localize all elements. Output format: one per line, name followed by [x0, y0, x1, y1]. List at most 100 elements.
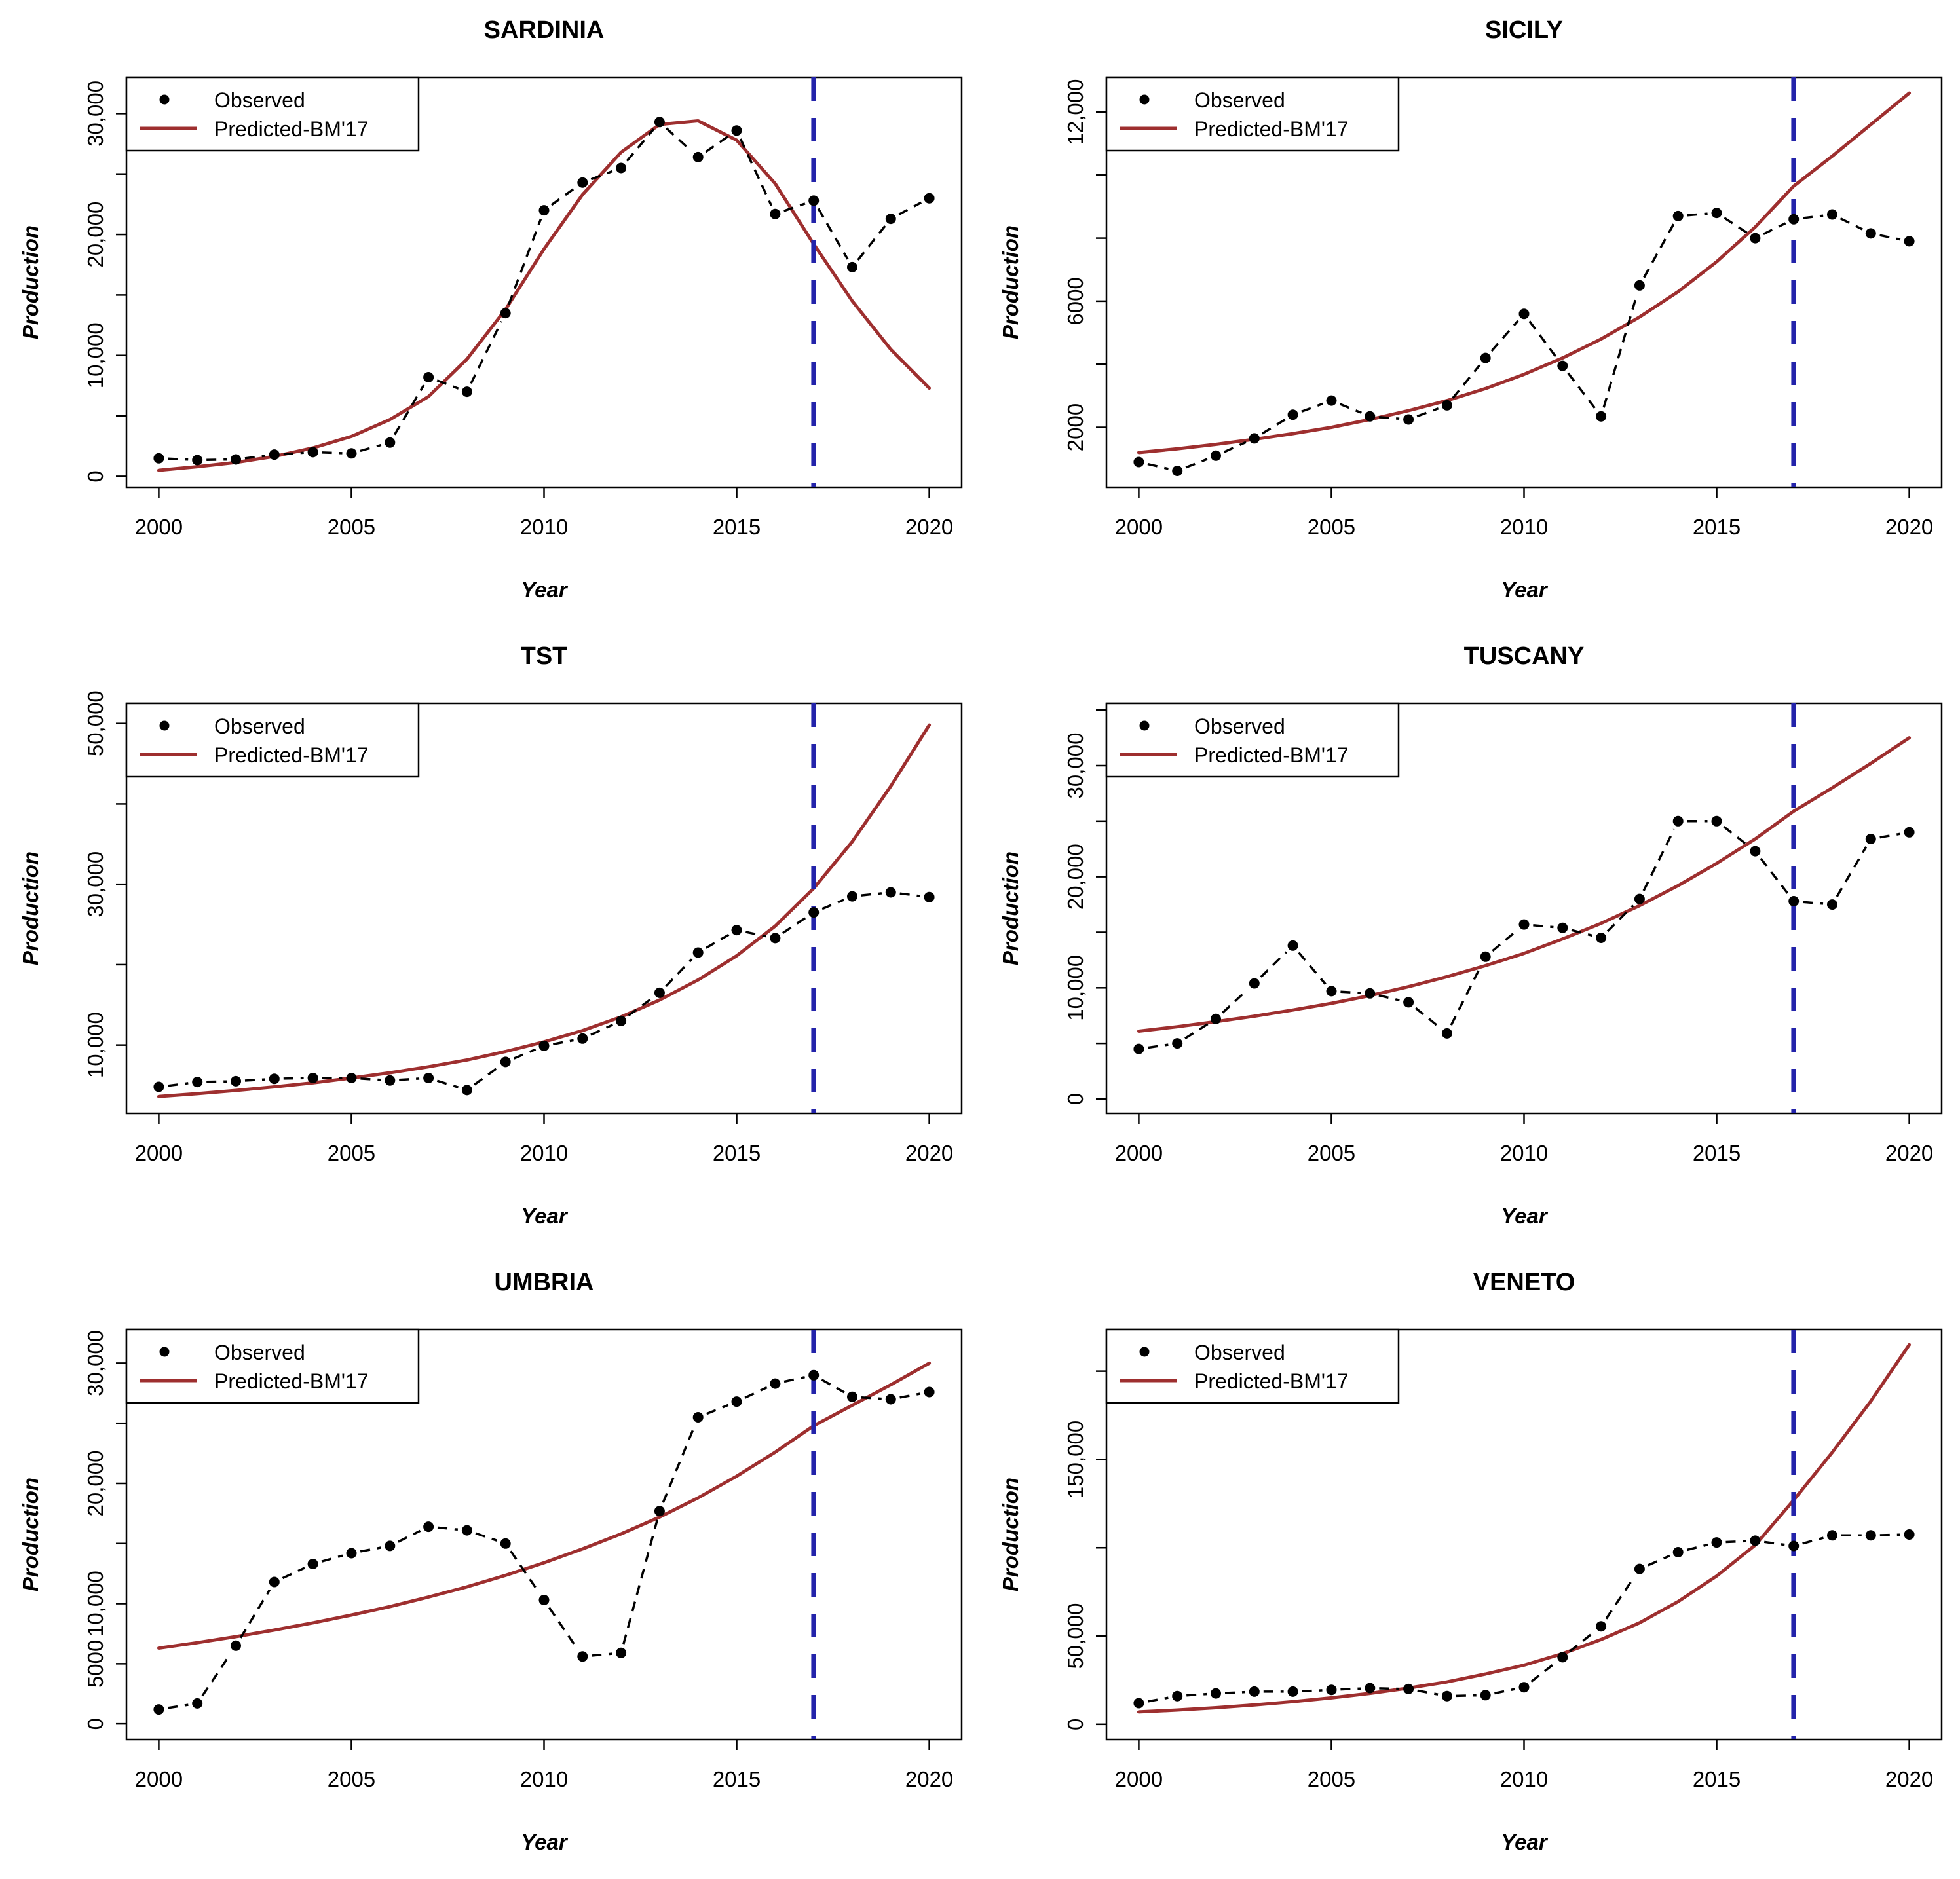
- predicted-line: [157, 1361, 932, 1650]
- observed-connector: [360, 1077, 381, 1081]
- panel-title: TST: [521, 642, 568, 670]
- observed-connector: [705, 933, 730, 949]
- x-axis-label: Year: [521, 1204, 568, 1228]
- observed-point: [1904, 236, 1915, 247]
- observed-point: [1518, 308, 1530, 320]
- observed-point: [924, 1386, 935, 1398]
- observed-series: [1133, 208, 1915, 476]
- observed-connector: [1569, 1631, 1595, 1652]
- observed-point: [538, 205, 550, 216]
- x-tick-label: 2015: [1693, 1767, 1741, 1791]
- observed-connector: [1186, 1692, 1207, 1697]
- observed-point: [1788, 896, 1800, 906]
- observed-connector: [244, 1078, 266, 1082]
- observed-point: [1480, 951, 1491, 962]
- observed-connector: [168, 457, 189, 461]
- y-tick-label: 50,000: [1063, 1603, 1087, 1669]
- observed-connector: [1802, 214, 1824, 219]
- legend-observed-marker: [159, 720, 170, 731]
- x-tick-label: 2010: [1500, 1141, 1548, 1165]
- observed-connector: [899, 892, 920, 897]
- observed-point: [1865, 228, 1876, 239]
- legend-observed-label: Observed: [1194, 88, 1285, 112]
- observed-point: [1596, 1621, 1607, 1632]
- observed-connector: [168, 1082, 189, 1087]
- observed-point: [616, 1647, 627, 1658]
- observed-point: [808, 195, 820, 206]
- x-tick-label: 2000: [135, 1141, 183, 1165]
- observed-connector: [705, 134, 730, 153]
- observed-connector: [1379, 416, 1400, 420]
- observed-connector: [1763, 222, 1786, 235]
- observed-connector: [1725, 1540, 1746, 1544]
- observed-point: [1211, 1688, 1221, 1699]
- observed-point: [461, 386, 472, 398]
- observed-connector: [626, 128, 655, 162]
- observed-point: [153, 453, 164, 464]
- observed-point: [1904, 1529, 1915, 1540]
- observed-series: [1133, 815, 1915, 1054]
- observed-connector: [1879, 234, 1901, 241]
- x-axis-label: Year: [1501, 1830, 1548, 1854]
- x-tick-label: 2005: [328, 1767, 375, 1791]
- x-tick-label: 2010: [520, 1767, 568, 1791]
- chart-panel-sardinia: SARDINIA 2000 2005 2010 2015 2020 0 10,000 20,00…: [0, 0, 980, 626]
- observed-connector: [1528, 320, 1558, 360]
- observed-point: [654, 1506, 665, 1517]
- observed-connector: [783, 1375, 805, 1383]
- x-tick-label: 2010: [520, 1141, 568, 1165]
- x-tick-label: 2000: [1115, 1767, 1163, 1791]
- legend-observed-marker: [1139, 1347, 1150, 1357]
- observed-point: [1249, 978, 1260, 989]
- observed-series: [153, 887, 935, 1096]
- legend-predicted-label: Predicted-BM'17: [1194, 117, 1349, 141]
- observed-point: [1365, 988, 1376, 999]
- x-tick-label: 2005: [328, 1141, 375, 1165]
- legend-observed-marker: [1139, 720, 1150, 731]
- observed-point: [1518, 919, 1530, 930]
- y-tick-label: 2000: [1063, 403, 1087, 451]
- observed-point: [731, 1396, 742, 1407]
- observed-point: [1172, 466, 1183, 476]
- observed-point: [1634, 893, 1645, 904]
- x-tick-label: 2020: [1885, 1141, 1933, 1165]
- observed-point: [1672, 210, 1684, 221]
- observed-connector: [1147, 462, 1169, 470]
- observed-point: [692, 1412, 704, 1423]
- observed-point: [1133, 1043, 1144, 1054]
- observed-connector: [1802, 1536, 1824, 1545]
- observed-point: [847, 891, 857, 902]
- observed-point: [1711, 815, 1722, 827]
- observed-point: [577, 177, 588, 188]
- x-axis-label: Year: [521, 1830, 568, 1854]
- observed-connector: [1687, 212, 1708, 217]
- observed-point: [1518, 1682, 1530, 1693]
- observed-point: [231, 1075, 241, 1087]
- observed-point: [346, 1548, 357, 1559]
- legend: Observed Predicted-BM'17: [1105, 76, 1400, 152]
- y-tick-label: 12,000: [1063, 79, 1087, 145]
- observed-connector: [1567, 372, 1596, 410]
- observed-point: [1711, 1537, 1722, 1548]
- observed-connector: [1450, 964, 1482, 1026]
- observed-point: [1249, 1686, 1260, 1697]
- observed-connector: [1724, 217, 1748, 234]
- observed-connector: [1260, 951, 1287, 978]
- observed-point: [1596, 411, 1607, 422]
- observed-point: [1172, 1038, 1183, 1049]
- legend-observed-label: Observed: [1194, 1341, 1285, 1364]
- observed-connector: [393, 384, 425, 436]
- y-tick-label: 20,000: [83, 202, 107, 268]
- observed-series: [1133, 1529, 1915, 1709]
- panel-title: SARDINIA: [484, 16, 605, 44]
- observed-point: [346, 1073, 357, 1083]
- observed-connector: [244, 455, 266, 460]
- observed-point: [1365, 1683, 1376, 1694]
- y-tick-label: 30,000: [1063, 733, 1087, 799]
- observed-point: [731, 925, 742, 936]
- x-tick-label: 2005: [328, 515, 375, 539]
- observed-connector: [283, 451, 304, 456]
- observed-point: [1326, 395, 1337, 406]
- observed-connector: [817, 208, 849, 260]
- x-tick-label: 2010: [520, 515, 568, 539]
